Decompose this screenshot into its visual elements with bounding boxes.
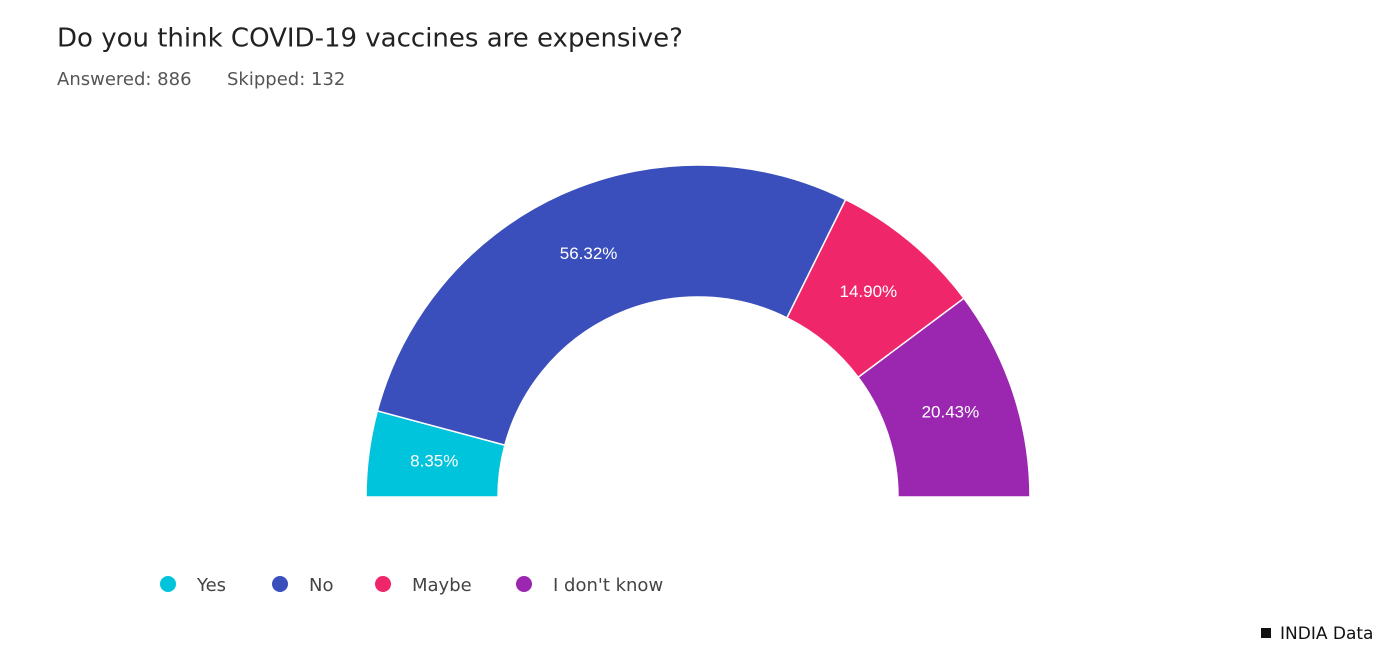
wedge (376, 164, 847, 447)
legend-marker (160, 576, 176, 592)
value-label: 8.35% (410, 452, 458, 471)
wedge (857, 297, 1031, 498)
value-label: 14.90% (839, 282, 897, 301)
legend-marker (272, 576, 288, 592)
skipped-count: Skipped: 132 (227, 69, 345, 90)
source: INDIA Data (1280, 624, 1373, 644)
legend-label: I don't know (553, 575, 663, 596)
legend-marker (516, 576, 532, 592)
value-label: 56.32% (560, 244, 618, 263)
legend-marker (375, 576, 391, 592)
legend-label: Yes (196, 575, 226, 596)
value-label: 20.43% (922, 403, 980, 422)
legend-label: No (309, 575, 333, 596)
chart-title: Do you think COVID-19 vaccines are expen… (57, 24, 683, 54)
answered-count: Answered: 886 (57, 69, 192, 90)
source-icon (1261, 628, 1271, 638)
legend-label: Maybe (412, 575, 472, 596)
